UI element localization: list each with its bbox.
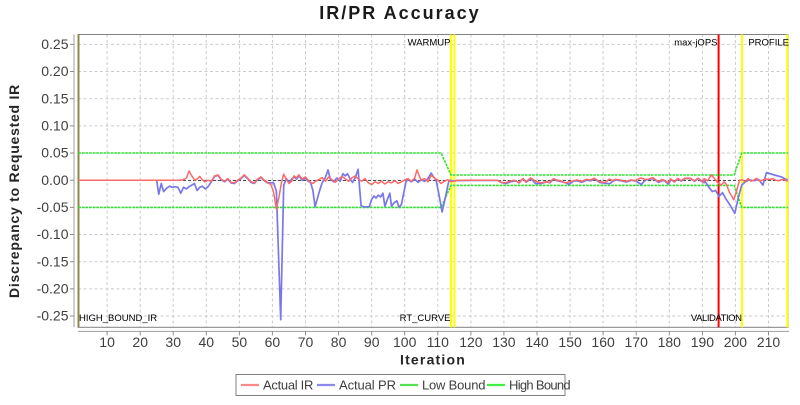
svg-text:0.10: 0.10 — [41, 118, 68, 134]
svg-text:-0.10: -0.10 — [37, 226, 69, 242]
svg-text:50: 50 — [232, 334, 248, 350]
svg-text:130: 130 — [492, 334, 516, 350]
svg-text:RT_CURVE: RT_CURVE — [400, 313, 451, 324]
svg-text:Actual IR: Actual IR — [263, 378, 313, 393]
svg-text:40: 40 — [199, 334, 215, 350]
svg-text:WARMUP: WARMUP — [408, 38, 451, 49]
svg-text:max-jOPS: max-jOPS — [674, 38, 717, 49]
svg-text:180: 180 — [658, 334, 682, 350]
svg-text:Discrepancy to Requested IR: Discrepancy to Requested IR — [6, 84, 22, 298]
svg-text:170: 170 — [625, 334, 649, 350]
svg-text:30: 30 — [165, 334, 181, 350]
svg-text:190: 190 — [691, 334, 715, 350]
svg-text:PROFILE: PROFILE — [748, 38, 789, 49]
svg-text:-0.25: -0.25 — [37, 308, 69, 324]
svg-text:200: 200 — [724, 334, 748, 350]
svg-text:-0.20: -0.20 — [37, 281, 69, 297]
svg-text:10: 10 — [99, 334, 115, 350]
svg-text:140: 140 — [525, 334, 549, 350]
svg-text:110: 110 — [427, 334, 450, 350]
svg-text:0.00: 0.00 — [41, 172, 68, 188]
svg-text:-0.15: -0.15 — [37, 253, 69, 269]
svg-text:90: 90 — [364, 334, 380, 350]
svg-text:0.25: 0.25 — [41, 36, 68, 52]
svg-text:0.15: 0.15 — [41, 90, 68, 106]
svg-text:HIGH_BOUND_IR: HIGH_BOUND_IR — [79, 313, 157, 324]
svg-text:20: 20 — [132, 334, 148, 350]
svg-text:100: 100 — [393, 334, 417, 350]
svg-text:-0.05: -0.05 — [37, 199, 69, 215]
svg-text:60: 60 — [265, 334, 281, 350]
svg-text:High Bound: High Bound — [509, 378, 570, 393]
svg-text:160: 160 — [591, 334, 615, 350]
svg-text:0.20: 0.20 — [41, 63, 68, 79]
svg-text:0.05: 0.05 — [41, 145, 68, 161]
svg-text:150: 150 — [558, 334, 582, 350]
svg-text:Actual PR: Actual PR — [339, 378, 396, 393]
svg-text:70: 70 — [298, 334, 314, 350]
svg-text:120: 120 — [459, 334, 483, 350]
svg-text:VALIDATION: VALIDATION — [691, 313, 742, 324]
svg-text:Low Bound: Low Bound — [422, 378, 485, 393]
svg-text:IR/PR Accuracy: IR/PR Accuracy — [319, 3, 480, 23]
svg-text:Iteration: Iteration — [400, 352, 466, 368]
svg-text:210: 210 — [757, 334, 781, 350]
svg-text:80: 80 — [331, 334, 347, 350]
